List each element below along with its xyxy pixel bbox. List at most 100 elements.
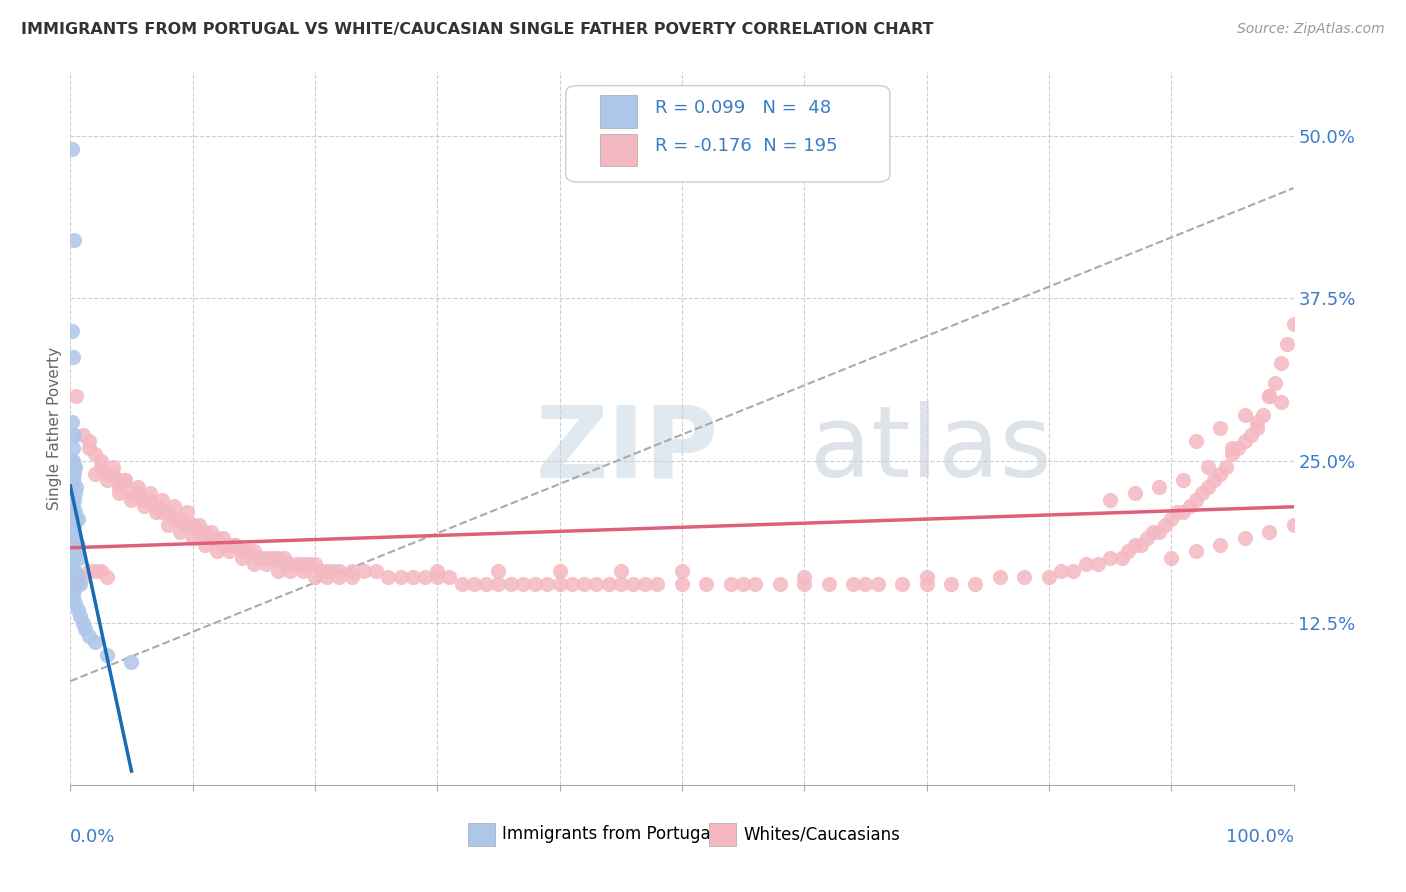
Point (83, 467, 105, 481)
Point (67, 550, 90, 565)
Point (63, 550, 86, 565)
Point (139, 486, 162, 500)
Point (65, 389, 87, 403)
Point (60, 577, 83, 591)
Point (572, 577, 595, 591)
Point (65, 479, 87, 493)
Point (1038, 570, 1060, 584)
Point (60, 532, 83, 546)
Point (322, 564, 344, 578)
Point (157, 518, 180, 533)
Point (328, 570, 350, 584)
Point (939, 577, 962, 591)
Point (205, 544, 228, 558)
Point (176, 506, 198, 520)
Point (77, 629, 100, 643)
Point (1014, 570, 1036, 584)
Point (634, 577, 657, 591)
Point (1160, 550, 1182, 565)
Point (108, 473, 131, 487)
Point (169, 524, 191, 539)
Point (66, 603, 89, 617)
Point (1160, 512, 1182, 526)
Point (236, 544, 259, 558)
Point (69, 577, 91, 591)
Point (62, 453, 84, 467)
Point (114, 473, 136, 487)
Point (1282, 518, 1305, 533)
Text: 100.0%: 100.0% (1226, 828, 1294, 846)
Point (1220, 441, 1243, 455)
Point (1184, 492, 1206, 507)
Point (169, 512, 191, 526)
Point (224, 538, 246, 552)
Point (150, 506, 173, 520)
Point (127, 479, 149, 493)
Point (224, 538, 246, 552)
Point (426, 564, 449, 578)
Point (73, 622, 96, 636)
Point (262, 550, 284, 565)
Point (855, 577, 877, 591)
Point (187, 518, 209, 533)
Point (66, 570, 89, 584)
Point (488, 564, 510, 578)
Point (744, 577, 766, 591)
Point (176, 518, 198, 533)
Point (1111, 550, 1133, 565)
Point (163, 499, 186, 513)
Point (389, 570, 412, 584)
Point (77, 564, 100, 578)
Point (65, 577, 87, 591)
Point (1246, 421, 1268, 435)
Point (62, 524, 84, 539)
Point (610, 564, 633, 578)
Point (1251, 408, 1274, 422)
Point (63, 564, 86, 578)
Point (60, 324, 83, 338)
Point (249, 550, 271, 565)
Point (291, 564, 314, 578)
Point (1282, 318, 1305, 332)
Point (254, 550, 277, 565)
Point (62, 427, 84, 442)
Point (1178, 499, 1201, 513)
Point (267, 550, 290, 565)
Point (769, 577, 792, 591)
Point (69, 609, 91, 624)
Point (1220, 447, 1243, 461)
Point (60, 142, 83, 156)
Point (96, 473, 118, 487)
Point (1246, 415, 1268, 429)
Point (243, 558, 266, 572)
Point (316, 570, 339, 584)
Point (733, 577, 755, 591)
Point (65, 512, 87, 526)
Point (1215, 460, 1237, 475)
Point (316, 564, 339, 578)
Point (63, 492, 86, 507)
FancyBboxPatch shape (709, 822, 735, 846)
Point (426, 570, 449, 584)
Point (83, 447, 105, 461)
Point (1123, 486, 1146, 500)
Text: IMMIGRANTS FROM PORTUGAL VS WHITE/CAUCASIAN SINGLE FATHER POVERTY CORRELATION CH: IMMIGRANTS FROM PORTUGAL VS WHITE/CAUCAS… (21, 22, 934, 37)
Point (285, 558, 308, 572)
Point (72, 615, 94, 630)
Point (1258, 389, 1281, 403)
Point (77, 441, 100, 455)
Point (1062, 564, 1084, 578)
Point (610, 577, 633, 591)
Point (1184, 434, 1206, 449)
Point (1233, 532, 1256, 546)
Point (524, 577, 547, 591)
Point (249, 550, 271, 565)
Point (1099, 492, 1122, 507)
Point (90, 453, 112, 467)
Point (915, 577, 938, 591)
Point (463, 577, 485, 591)
Point (353, 564, 375, 578)
Point (548, 577, 571, 591)
Point (1191, 486, 1213, 500)
Point (60, 506, 83, 520)
